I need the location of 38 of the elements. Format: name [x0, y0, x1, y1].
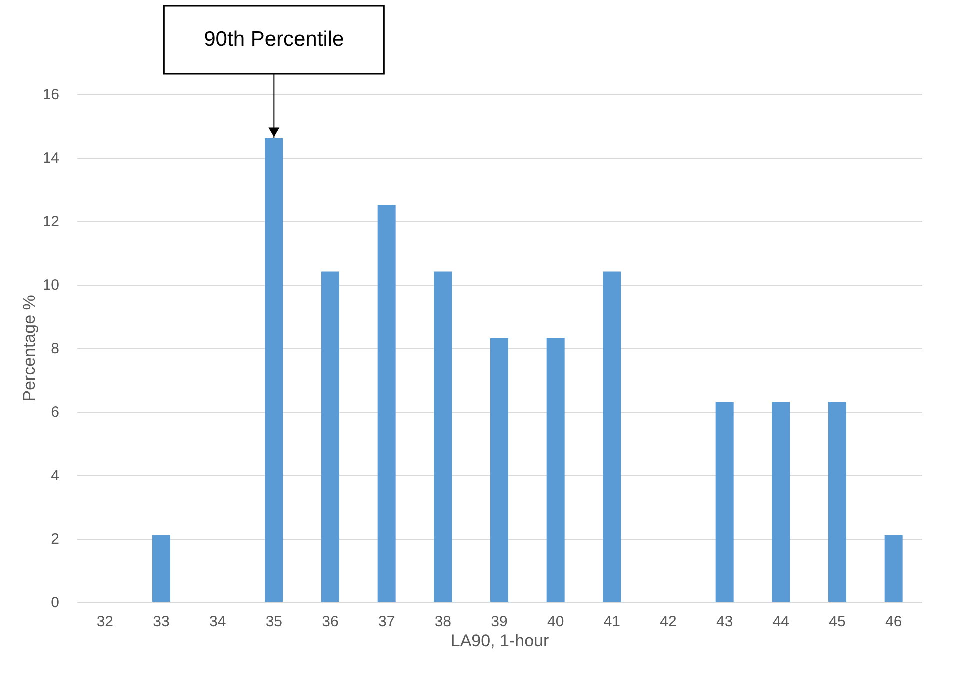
y-axis-title: Percentage %	[20, 295, 39, 402]
y-tick-label: 12	[42, 214, 60, 230]
x-axis-title: LA90, 1-hour	[450, 632, 550, 650]
bar	[884, 535, 903, 602]
bar	[378, 205, 396, 602]
x-tick-label: 45	[829, 614, 846, 630]
x-tick-label: 40	[547, 614, 564, 630]
x-tick-label: 44	[772, 614, 790, 630]
bar	[603, 272, 622, 602]
y-tick-label: 14	[42, 150, 60, 167]
bar	[490, 338, 508, 602]
bar	[772, 402, 790, 602]
y-tick-label: 4	[51, 468, 60, 484]
y-tick-label: 2	[51, 531, 60, 548]
bar	[152, 535, 170, 602]
bar	[434, 272, 452, 602]
x-tick-label: 39	[491, 614, 508, 630]
bar	[716, 402, 734, 602]
y-tick-label: 6	[51, 404, 60, 421]
x-tick-label: 38	[434, 614, 452, 630]
annotation: 90th Percentile	[204, 28, 344, 51]
y-tick-label: 10	[42, 277, 60, 294]
x-tick-label: 32	[96, 614, 114, 630]
x-tick-label: 41	[604, 614, 621, 630]
y-tick-label: 8	[51, 340, 60, 358]
x-tick-label: 37	[378, 614, 396, 630]
bar	[546, 338, 565, 602]
bar	[322, 272, 340, 602]
x-tick-label: 33	[153, 614, 170, 630]
x-tick-label: 36	[322, 614, 339, 630]
x-tick-label: 42	[660, 614, 677, 630]
x-tick-label: 35	[266, 614, 283, 630]
y-tick-label: 0	[51, 594, 60, 612]
x-tick-label: 46	[885, 614, 902, 630]
y-tick-label: 16	[42, 86, 60, 104]
x-tick-label: 34	[209, 614, 226, 630]
bar	[828, 402, 846, 602]
x-tick-label: 43	[716, 614, 734, 630]
